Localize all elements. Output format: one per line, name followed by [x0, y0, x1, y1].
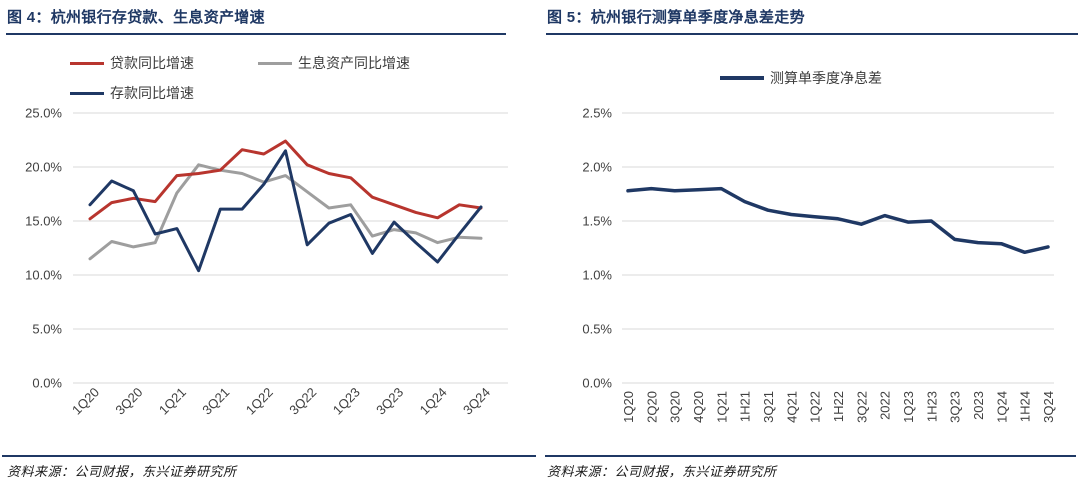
- figure-4-title-underline: [6, 33, 506, 35]
- legend-row: 存款同比增速: [70, 83, 410, 103]
- assets-line-swatch: [258, 61, 292, 65]
- x-tick-label: 2022: [878, 391, 893, 420]
- y-tick-label: 2.0%: [582, 160, 612, 175]
- x-tick-label: 3Q22: [286, 385, 319, 418]
- y-tick-label: 1.5%: [582, 214, 612, 229]
- y-tick-label: 0.0%: [582, 376, 612, 391]
- x-tick-label: 1Q22: [808, 391, 823, 423]
- loan-yoy-line: [88, 139, 483, 221]
- figure-4-legend: 贷款同比增速 生息资产同比增速 存款同比增速: [70, 53, 410, 113]
- legend-row: 测算单季度净息差: [720, 68, 882, 88]
- figure-5-line-chart: 2.5% 2.0% 1.5% 1.0% 0.5% 0.0% 1Q20 2Q20 3Q20 4Q20…: [582, 106, 1056, 423]
- legend-item-deposit: 存款同比增速: [70, 83, 194, 103]
- x-tick-label: 3Q21: [761, 391, 776, 423]
- figure-5-legend: 测算单季度净息差: [720, 68, 882, 98]
- figure-4-line-chart: 25.0% 20.0% 15.0% 10.0% 5.0% 0.0% 1Q20 3Q20 1Q21…: [25, 106, 508, 418]
- loan-line-swatch: [70, 61, 104, 65]
- y-tick-label: 10.0%: [25, 268, 62, 283]
- legend-row: 贷款同比增速 生息资产同比增速: [70, 53, 410, 73]
- figure-4-title: 图 4：杭州银行存贷款、生息资产增速: [7, 9, 265, 26]
- x-tick-label: 1H22: [831, 391, 846, 422]
- x-tick-label: 3Q22: [854, 391, 869, 423]
- x-tick-label: 3Q21: [199, 385, 232, 418]
- y-tick-label: 0.0%: [32, 376, 62, 391]
- x-tick-label: 3Q24: [460, 385, 493, 418]
- legend-item-nim: 测算单季度净息差: [720, 68, 882, 88]
- figure-4-source-divider: [2, 455, 536, 457]
- x-tick-label: 1Q20: [69, 385, 102, 418]
- legend-item-loan: 贷款同比增速: [70, 53, 194, 73]
- deposit-line-swatch: [70, 91, 104, 95]
- figure-4-panel: 图 4：杭州银行存贷款、生息资产增速 贷款同比增速 生息资产同比增速 存款同比增…: [2, 9, 536, 480]
- figure-4-source: 资料来源：公司财报，东兴证券研究所: [7, 465, 237, 480]
- legend-item-assets: 生息资产同比增速: [258, 53, 410, 73]
- y-tick-label: 2.5%: [582, 106, 612, 121]
- y-tick-label: 25.0%: [25, 106, 62, 121]
- figure-5-title: 图 5：杭州银行测算单季度净息差走势: [547, 9, 805, 26]
- nim-line-swatch: [720, 76, 764, 80]
- y-tick-label: 1.0%: [582, 268, 612, 283]
- x-tick-label: 4Q20: [691, 391, 706, 423]
- x-tick-label: 1Q23: [330, 385, 363, 418]
- y-tick-label: 20.0%: [25, 160, 62, 175]
- x-tick-label: 1Q22: [243, 385, 276, 418]
- x-tick-label: 3Q20: [112, 385, 145, 418]
- x-tick-label: 3Q23: [373, 385, 406, 418]
- deposit-yoy-line: [88, 149, 483, 273]
- y-tick-label: 0.5%: [582, 322, 612, 337]
- x-tick-label: 2Q20: [644, 391, 659, 423]
- x-tick-label: 1H23: [924, 391, 939, 422]
- y-tick-label: 15.0%: [25, 214, 62, 229]
- x-tick-label: 1Q24: [417, 385, 450, 418]
- y-tick-label: 5.0%: [32, 322, 62, 337]
- legend-label-deposit: 存款同比增速: [110, 85, 194, 101]
- figure-5-panel: 图 5：杭州银行测算单季度净息差走势 测算单季度净息差 2.5% 2.0% 1.5%…: [540, 0, 1080, 494]
- legend-label-loan: 贷款同比增速: [110, 55, 194, 71]
- figure-5-source: 资料来源：公司财报，东兴证券研究所: [547, 465, 777, 480]
- x-tick-label: 1Q23: [901, 391, 916, 423]
- x-tick-label: 3Q23: [948, 391, 963, 423]
- legend-label-assets: 生息资产同比增速: [298, 55, 410, 71]
- x-tick-label: 3Q20: [668, 391, 683, 423]
- quarterly-nim-line: [626, 186, 1050, 255]
- x-tick-label: 2023: [971, 391, 986, 420]
- x-tick-label: 1H24: [1018, 391, 1033, 422]
- figure-5-source-divider: [545, 455, 1076, 457]
- figure-5-title-underline: [546, 33, 1078, 35]
- legend-label-nim: 测算单季度净息差: [770, 70, 882, 86]
- x-tick-label: 3Q24: [1041, 391, 1056, 423]
- x-tick-label: 1H21: [738, 391, 753, 422]
- x-tick-label: 1Q20: [621, 391, 636, 423]
- assets-yoy-line: [88, 163, 483, 261]
- x-tick-label: 1Q24: [994, 391, 1009, 423]
- x-tick-label: 1Q21: [714, 391, 729, 423]
- x-tick-label: 4Q21: [784, 391, 799, 423]
- x-tick-label: 1Q21: [156, 385, 189, 418]
